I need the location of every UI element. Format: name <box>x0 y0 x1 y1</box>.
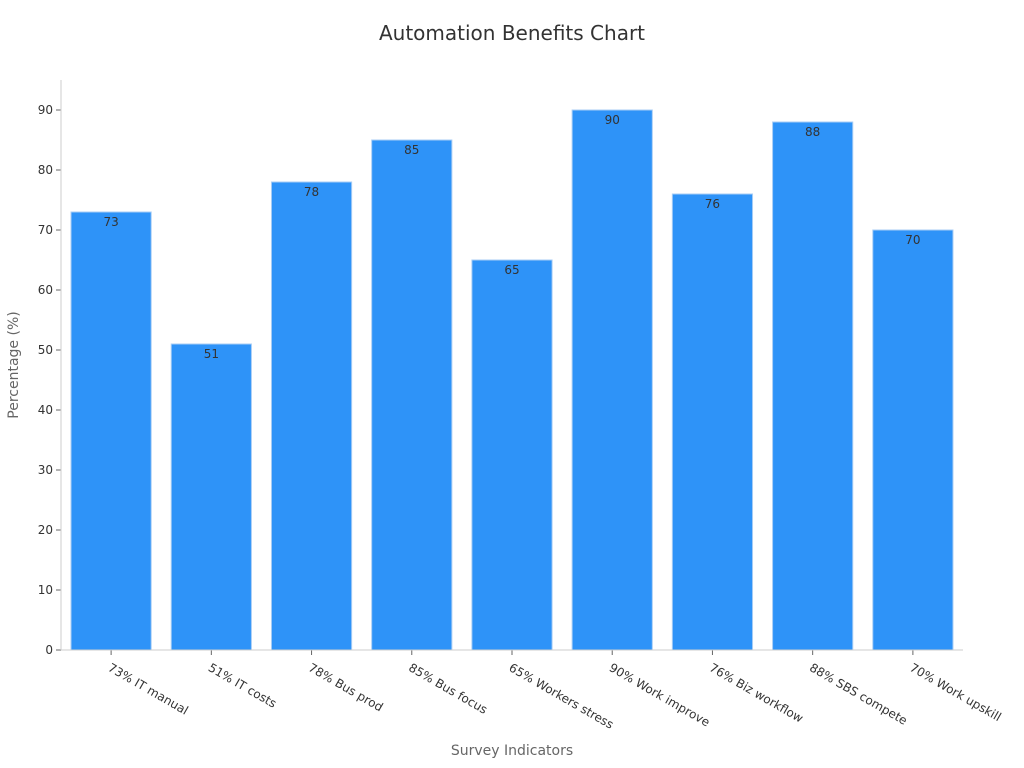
x-tick-label: 88% SBS compete <box>807 660 910 727</box>
x-axis-ticks: 73% IT manual 51% IT costs 78% Bus prod 85%… <box>106 650 1004 732</box>
x-tick-label: 85% Bus focus <box>406 660 490 716</box>
y-tick-label: 50 <box>38 343 53 357</box>
x-tick-label: 70% Work upskill <box>907 660 1003 724</box>
x-tick-label: 51% IT costs <box>206 660 279 710</box>
bar-value-label: 90 <box>605 113 620 127</box>
bar-value-label: 85 <box>404 143 419 157</box>
bar-value-label: 73 <box>103 215 118 229</box>
bar <box>170 343 252 651</box>
bar <box>671 193 754 651</box>
y-tick-label: 40 <box>38 403 53 417</box>
y-tick-label: 90 <box>38 103 53 117</box>
bar-value-label: 65 <box>504 263 519 277</box>
bar-value-label: 70 <box>905 233 920 247</box>
x-tick-label: 76% Biz workflow <box>707 660 806 725</box>
chart-title: Automation Benefits Chart <box>379 21 645 45</box>
y-tick-label: 0 <box>45 643 53 657</box>
bars <box>70 109 954 651</box>
bar <box>772 121 854 651</box>
x-axis-title: Survey Indicators <box>451 743 573 759</box>
bar-value-label: 88 <box>805 125 820 139</box>
bar-value-label: 51 <box>204 347 219 361</box>
bar <box>872 229 954 651</box>
x-tick-label: 90% Work improve <box>607 660 713 729</box>
x-tick-label: 78% Bus prod <box>306 660 385 714</box>
bar <box>471 259 553 651</box>
y-tick-label: 10 <box>38 583 53 597</box>
y-axis-title: Percentage (%) <box>6 311 22 418</box>
bar <box>371 139 453 651</box>
bar-value-label: 78 <box>304 185 319 199</box>
bar-value-labels: 73 51 78 85 65 90 76 88 70 <box>103 113 920 361</box>
y-tick-label: 80 <box>38 163 53 177</box>
y-tick-label: 60 <box>38 283 53 297</box>
bar <box>270 181 353 651</box>
bar-value-label: 76 <box>705 197 720 211</box>
y-tick-label: 30 <box>38 463 53 477</box>
bar <box>571 109 653 651</box>
x-tick-label: 65% Workers stress <box>507 660 616 731</box>
y-tick-label: 20 <box>38 523 53 537</box>
y-axis-ticks: 0 10 20 30 40 50 60 70 80 90 <box>38 103 61 657</box>
bar <box>70 211 152 651</box>
x-tick-label: 73% IT manual <box>106 660 191 717</box>
y-tick-label: 70 <box>38 223 53 237</box>
